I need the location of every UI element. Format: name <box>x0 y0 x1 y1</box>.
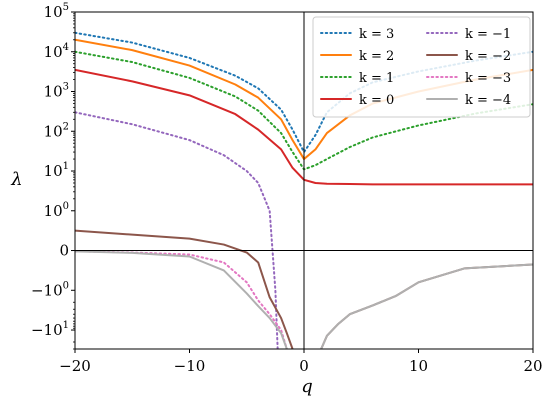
legend-label: k = −4 <box>465 93 511 108</box>
y-tick-label: 0 <box>59 242 69 260</box>
legend-label: k = −1 <box>465 27 511 42</box>
legend-label: k = 2 <box>359 49 394 64</box>
legend: k = 3 k = 2 k = 1 k = 0 k = −1 k = −2 k = −3 k … <box>312 16 531 118</box>
legend-label: k = −3 <box>465 71 511 86</box>
x-tick-label: −10 <box>174 357 206 375</box>
x-tick-label: 0 <box>299 357 309 375</box>
x-tick-label: 20 <box>523 357 542 375</box>
y-axis-label: λ <box>10 169 22 190</box>
y-tick-label: −101 <box>31 320 69 339</box>
x-tick-label: −20 <box>59 357 91 375</box>
legend-box <box>312 16 531 118</box>
series-line-k4 <box>75 111 279 349</box>
legend-label: k = 0 <box>359 93 394 108</box>
x-axis-label: q <box>301 376 313 397</box>
x-tick-label: 10 <box>409 357 428 375</box>
legend-label: k = −2 <box>465 49 511 64</box>
y-tick-label: −100 <box>31 280 69 299</box>
series-line-k7 <box>75 250 533 349</box>
legend-label: k = 3 <box>359 27 394 42</box>
legend-label: k = 1 <box>359 71 394 86</box>
